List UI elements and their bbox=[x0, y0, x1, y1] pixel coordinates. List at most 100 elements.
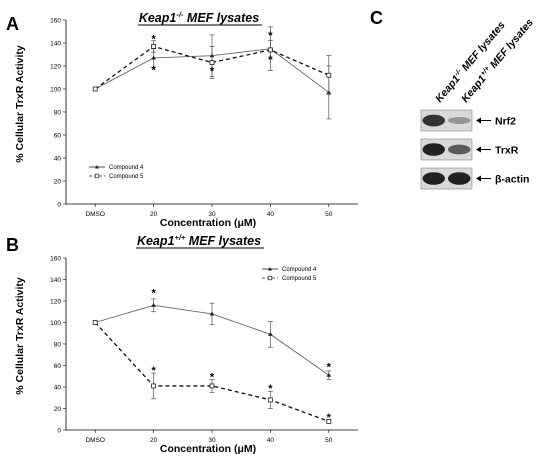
chart-b-legend-marker bbox=[267, 275, 273, 281]
blot-1-band-lane-1 bbox=[422, 143, 445, 156]
chart-a-y-tick-label: 20 bbox=[54, 178, 62, 185]
chart-a-series-2-point bbox=[209, 60, 215, 65]
chart-a-plot: 0 20 40 60 80 100 120 140 160 DMSO 20 30 40 50 * * * * * Co… bbox=[50, 17, 358, 218]
chart-b-series-1-point bbox=[209, 311, 215, 316]
chart-b-significance-star: * bbox=[210, 371, 215, 383]
chart-b-y-axis-title: % Cellular TrxR Activity bbox=[14, 277, 26, 395]
chart-b-series-2-point bbox=[267, 397, 273, 403]
arrow-icon bbox=[476, 146, 481, 153]
blot-2-band-lane-1 bbox=[422, 172, 445, 185]
blot-label: β-actin bbox=[495, 174, 529, 186]
chart-a-legend-label: Compound 5 bbox=[109, 174, 144, 180]
chart-b-y-tick-label: 160 bbox=[50, 255, 61, 262]
chart-b-plot: 0 20 40 60 80 100 120 140 160 DMSO 20 30 40 50 * * * * * * C… bbox=[50, 255, 358, 444]
western-blot: Nrf2 TrxR β-actin bbox=[420, 109, 529, 190]
chart-b-y-tick-label: 140 bbox=[50, 277, 61, 284]
arrow-icon bbox=[476, 117, 481, 124]
panel-b: B Keap1+/+ MEF lysates % Cellular TrxR A… bbox=[6, 233, 358, 455]
chart-b-series-1-point bbox=[268, 331, 273, 336]
chart-b-series-2-point bbox=[326, 418, 332, 424]
chart-b-series-2-point bbox=[209, 383, 215, 389]
chart-a-y-tick-label: 140 bbox=[50, 40, 61, 47]
chart-b-x-tick-label: 20 bbox=[150, 437, 158, 444]
chart-a-legend-marker bbox=[94, 173, 100, 179]
chart-a-y-tick-label: 0 bbox=[57, 201, 61, 208]
chart-a-series-2-point bbox=[151, 44, 157, 49]
chart-a-significance-star: * bbox=[151, 33, 156, 45]
lane-label-1-superscript: -/- bbox=[453, 67, 463, 77]
chart-a-y-tick-label: 160 bbox=[50, 17, 61, 24]
panel-a: A Keap1-/- MEF lysates % Cellular TrxR A… bbox=[6, 10, 358, 229]
chart-a-significance-star: * bbox=[151, 64, 156, 76]
lane-label-2-superscript: +/+ bbox=[479, 65, 491, 77]
chart-b-y-tick-label: 0 bbox=[57, 427, 61, 434]
chart-b-legend-label: Compound 5 bbox=[282, 276, 317, 282]
blot-0-band-lane-2 bbox=[448, 117, 471, 124]
chart-a-title-genotype: Keap1 bbox=[139, 11, 177, 25]
chart-a-series-2-line bbox=[94, 45, 330, 90]
chart-b-significance-star: * bbox=[151, 287, 156, 299]
chart-a-legend-marker bbox=[95, 165, 99, 169]
chart-a-series-1-point bbox=[151, 55, 156, 60]
blot-0-band-lane-1 bbox=[422, 114, 445, 127]
chart-b-series-2-point bbox=[151, 383, 157, 389]
chart-a-x-axis-title: Concentration (μM) bbox=[160, 217, 256, 229]
panel-letter-b: B bbox=[6, 235, 19, 255]
chart-b-series-1-point bbox=[326, 372, 332, 377]
chart-a-y-tick-label: 120 bbox=[50, 63, 61, 70]
chart-a-series-2-point bbox=[267, 47, 273, 53]
chart-a-x-tick-label: 30 bbox=[208, 211, 216, 218]
panel-letter-c: C bbox=[370, 8, 383, 28]
chart-b-legend-marker bbox=[268, 267, 272, 271]
chart-b-y-tick-label: 120 bbox=[50, 298, 61, 305]
chart-b-x-axis-title: Concentration (μM) bbox=[160, 443, 256, 455]
chart-b-title-superscript: +/+ bbox=[174, 233, 185, 242]
blot-label: Nrf2 bbox=[495, 116, 516, 128]
chart-b-x-tick-label: 30 bbox=[208, 437, 216, 444]
chart-a-title-superscript: -/- bbox=[176, 10, 184, 19]
chart-b-series-2-line bbox=[94, 322, 330, 423]
chart-b-significance-star: * bbox=[327, 362, 332, 374]
chart-a-significance-star: * bbox=[210, 66, 215, 78]
chart-b-title: Keap1+/+ MEF lysates bbox=[137, 233, 261, 248]
panel-letter-a: A bbox=[6, 14, 19, 34]
chart-a-y-axis-title: % Cellular TrxR Activity bbox=[14, 45, 26, 163]
chart-b-y-tick-label: 80 bbox=[54, 341, 62, 348]
chart-b-title-genotype: Keap1 bbox=[137, 234, 175, 248]
chart-a-y-tick-label: 100 bbox=[50, 86, 61, 93]
panel-c: C Keap1-/- MEF lysates Keap1+/+ MEF lysa… bbox=[370, 8, 536, 190]
chart-a-x-tick-label: DMSO bbox=[85, 211, 105, 218]
chart-b-x-tick-label: DMSO bbox=[85, 437, 105, 444]
chart-b-y-tick-label: 60 bbox=[54, 363, 62, 370]
chart-b-significance-star: * bbox=[268, 383, 273, 395]
arrow-icon bbox=[476, 175, 481, 182]
chart-a-title-suffix: MEF lysates bbox=[183, 11, 259, 25]
chart-a-legend-label: Compound 4 bbox=[109, 165, 144, 171]
chart-b-x-tick-label: 40 bbox=[267, 437, 275, 444]
chart-b-x-tick-label: 50 bbox=[325, 437, 333, 444]
chart-b-series-1-point bbox=[151, 302, 156, 307]
chart-a-title: Keap1-/- MEF lysates bbox=[139, 10, 259, 25]
chart-a-y-tick-label: 80 bbox=[54, 109, 62, 116]
chart-a-x-tick-label: 20 bbox=[150, 211, 158, 218]
chart-b-series-2-point bbox=[92, 320, 98, 325]
blot-label: TrxR bbox=[495, 145, 519, 157]
chart-a-x-tick-label: 40 bbox=[267, 211, 275, 218]
chart-a-x-tick-label: 50 bbox=[325, 211, 333, 218]
chart-b-y-tick-label: 40 bbox=[54, 384, 62, 391]
chart-b-significance-star: * bbox=[151, 365, 156, 377]
chart-b-significance-star: * bbox=[327, 412, 332, 424]
blot-1-band-lane-2 bbox=[448, 144, 471, 155]
chart-b-title-suffix: MEF lysates bbox=[185, 234, 261, 248]
chart-b-y-tick-label: 100 bbox=[50, 320, 61, 327]
chart-a-series-2-point bbox=[326, 72, 332, 78]
chart-a-series-2-point bbox=[92, 86, 98, 92]
chart-a-y-tick-label: 60 bbox=[54, 132, 62, 139]
chart-a-y-tick-label: 40 bbox=[54, 155, 62, 162]
chart-a-significance-star: * bbox=[268, 30, 273, 42]
chart-a-significance-star: * bbox=[268, 54, 273, 66]
chart-b-legend-label: Compound 4 bbox=[282, 267, 317, 273]
blot-2-band-lane-2 bbox=[448, 172, 471, 185]
chart-b-y-tick-label: 20 bbox=[54, 406, 62, 413]
